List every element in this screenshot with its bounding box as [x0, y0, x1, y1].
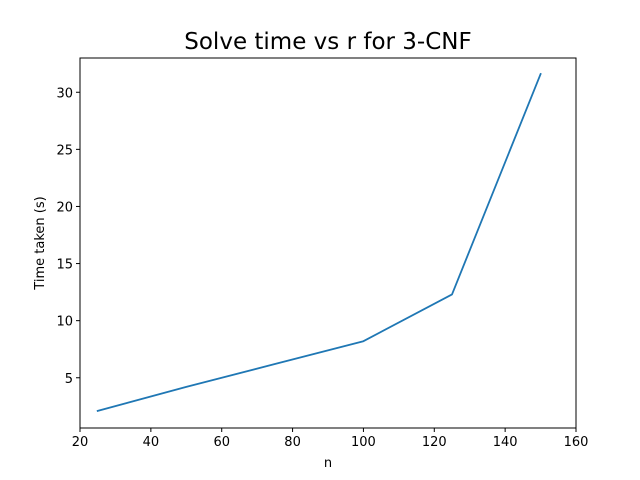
y-tick-label: 20 — [56, 200, 73, 215]
y-axis: 5 10 15 20 25 30 — [56, 86, 80, 387]
x-tick-label: 20 — [72, 435, 89, 450]
series-line — [96, 72, 542, 413]
plot-area — [96, 72, 542, 413]
x-tick-label: 140 — [493, 435, 518, 450]
x-tick-label: 160 — [564, 435, 589, 450]
x-tick-label: 100 — [351, 435, 376, 450]
x-tick-label: 60 — [213, 435, 230, 450]
y-tick-label: 15 — [56, 258, 73, 273]
chart-title: Solve time vs r for 3-CNF — [184, 29, 471, 55]
axes-frame — [79, 57, 577, 429]
x-axis-label: n — [324, 456, 332, 471]
x-axis: 20 40 60 80 100 120 140 160 — [72, 428, 589, 450]
x-tick-label: 120 — [422, 435, 447, 450]
y-tick-label: 25 — [56, 143, 73, 158]
y-tick-label: 10 — [56, 315, 73, 330]
x-tick-label: 40 — [143, 435, 160, 450]
x-tick-label: 80 — [284, 435, 301, 450]
y-tick-label: 5 — [65, 372, 73, 387]
y-tick-label: 30 — [56, 86, 73, 101]
y-axis-label: Time taken (s) — [33, 196, 48, 290]
